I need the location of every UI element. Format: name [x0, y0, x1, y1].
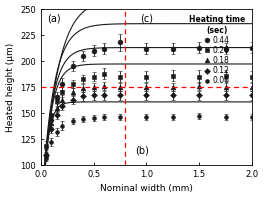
Text: (c): (c)	[140, 14, 153, 24]
Text: (a): (a)	[47, 14, 61, 24]
Legend: 0.44, 0.26, 0.18, 0.12, 0.06: 0.44, 0.26, 0.18, 0.12, 0.06	[188, 15, 246, 86]
Y-axis label: Heated height (μm): Heated height (μm)	[6, 42, 15, 132]
Text: (b): (b)	[135, 146, 149, 156]
X-axis label: Nominal width (mm): Nominal width (mm)	[100, 184, 193, 193]
